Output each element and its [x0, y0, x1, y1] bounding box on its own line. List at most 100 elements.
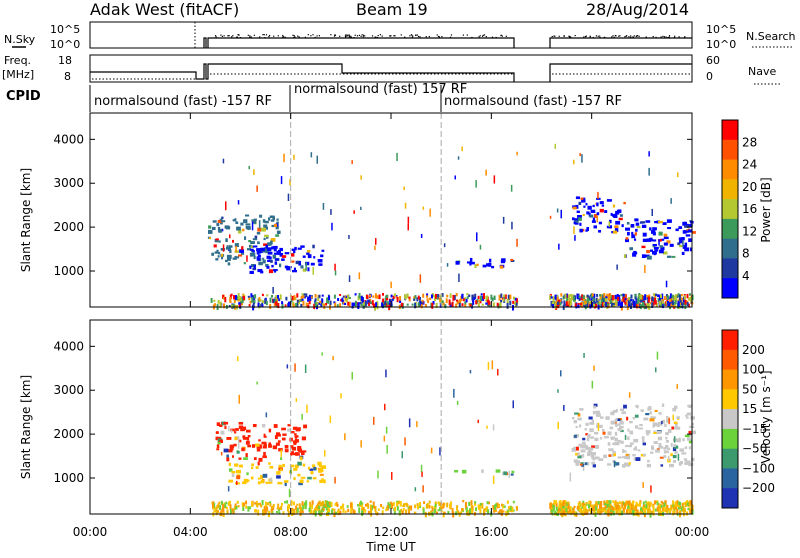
ground-scatter-cell	[584, 300, 587, 304]
ground-scatter-cell	[624, 503, 626, 510]
range-gate-cell	[575, 460, 580, 464]
ground-scatter-cell	[328, 508, 330, 512]
ground-scatter-cell	[619, 501, 622, 505]
ground-scatter-cell	[555, 502, 558, 507]
range-gate-cell	[599, 208, 604, 213]
range-gate-cell	[321, 249, 325, 252]
ground-scatter-cell	[232, 511, 235, 515]
ground-scatter-cell	[401, 510, 404, 514]
noise-dot	[613, 36, 615, 38]
ground-scatter-cell	[226, 509, 229, 514]
ground-scatter-cell	[559, 301, 562, 306]
ground-scatter-cell	[456, 510, 459, 513]
ground-scatter-cell	[229, 296, 232, 303]
noise-dot	[482, 35, 484, 37]
noise-dot	[345, 36, 347, 38]
range-gate-cell	[251, 264, 256, 268]
range-gate-cell	[223, 448, 229, 453]
range-gate-cell	[461, 469, 467, 474]
ground-scatter-cell	[228, 501, 230, 506]
noise-dot	[339, 35, 341, 37]
ground-scatter-cell	[515, 298, 518, 303]
ground-scatter-cell	[496, 502, 499, 509]
range-gate-cell	[632, 252, 635, 255]
range-gate-cell	[273, 252, 277, 255]
ground-scatter-cell	[650, 510, 653, 514]
power-heatmap	[207, 113, 696, 311]
ground-scatter-cell	[605, 295, 608, 299]
range-gate-cell	[660, 238, 665, 241]
ground-scatter-cell	[637, 300, 640, 303]
noise-streak	[222, 158, 225, 164]
noise-streak	[673, 436, 676, 443]
range-gate-cell	[589, 428, 594, 433]
noise-dot	[437, 35, 440, 38]
range-gate-cell	[662, 222, 667, 225]
noise-left-tick-top: 10^5	[50, 23, 80, 36]
cpid-segment-1: normalsound (fast) -157 RF	[94, 94, 272, 109]
range-gate-cell	[671, 426, 675, 430]
range-gate-cell	[229, 249, 232, 254]
ground-scatter-cell	[253, 299, 256, 303]
ground-scatter-cell	[342, 301, 345, 304]
range-gate-cell	[235, 221, 239, 224]
noise-streak	[420, 464, 423, 473]
range-gate-cell	[263, 224, 268, 228]
range-gate-cell	[249, 270, 254, 274]
range-gate-cell	[295, 427, 300, 432]
ground-scatter-cell	[359, 302, 362, 305]
range-gate-cell	[589, 214, 594, 218]
ground-scatter-cell	[567, 504, 570, 510]
range-gate-cell	[297, 247, 302, 250]
range-gate-cell	[681, 452, 687, 455]
ground-scatter-cell	[554, 295, 557, 300]
range-gate-cell	[591, 456, 596, 460]
range-gate-cell	[578, 443, 583, 447]
ground-scatter-cell	[213, 299, 216, 302]
range-gate-cell	[603, 454, 607, 459]
range-gate-cell	[574, 412, 579, 415]
ground-scatter-cell	[633, 302, 636, 308]
ground-scatter-cell	[305, 293, 308, 298]
xtick-label: 00:00	[73, 525, 108, 539]
range-gate-cell	[257, 445, 262, 449]
ground-scatter-cell	[222, 506, 225, 513]
ground-scatter-cell	[663, 296, 666, 300]
noise-dot	[362, 36, 364, 38]
range-gate-cell	[625, 227, 630, 231]
range-gate-cell	[598, 458, 604, 461]
ground-scatter-cell	[578, 298, 581, 301]
range-gate-cell	[596, 202, 599, 207]
ground-scatter-cell	[437, 501, 440, 505]
noise-streak	[383, 435, 386, 442]
ground-scatter-cell	[487, 509, 490, 515]
ground-scatter-cell	[218, 501, 221, 505]
range-gate-cell	[647, 255, 652, 260]
ground-scatter-cell	[644, 294, 647, 301]
ground-scatter-cell	[671, 297, 674, 301]
noise-dot	[415, 34, 417, 36]
range-gate-cell	[313, 466, 317, 471]
ground-scatter-cell	[318, 501, 321, 505]
range-gate-cell	[258, 439, 261, 442]
ground-scatter-cell	[662, 302, 665, 309]
range-gate-cell	[612, 230, 618, 234]
ground-scatter-cell	[597, 302, 600, 305]
ground-scatter-cell	[458, 302, 461, 308]
noise-streak	[237, 356, 239, 362]
ground-scatter-cell	[266, 294, 269, 297]
ground-scatter-cell	[611, 300, 614, 303]
ground-scatter-cell	[620, 294, 623, 297]
noise-streak	[642, 482, 644, 488]
noise-streak	[668, 455, 670, 462]
ground-scatter-cell	[632, 510, 635, 514]
range-gate-cell	[301, 436, 306, 441]
ground-scatter-cell	[414, 302, 417, 309]
range-gate-cell	[220, 430, 225, 435]
ground-scatter-cell	[634, 511, 636, 516]
ground-scatter-cell	[683, 502, 686, 505]
ground-scatter-cell	[664, 302, 667, 306]
noise-streak	[419, 274, 422, 283]
range-gate-cell	[622, 456, 625, 459]
range-gate-cell	[251, 463, 254, 467]
